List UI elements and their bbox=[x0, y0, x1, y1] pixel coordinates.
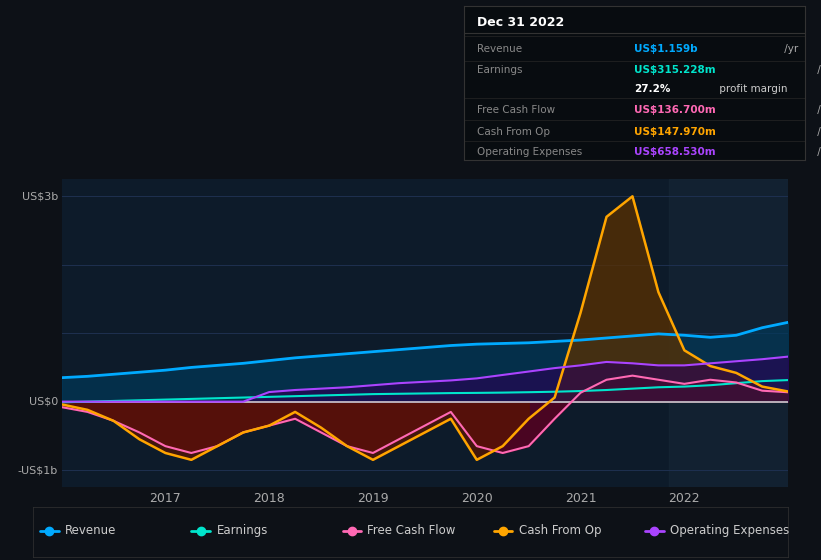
Text: Revenue: Revenue bbox=[478, 44, 523, 54]
Text: /yr: /yr bbox=[814, 66, 821, 75]
Text: Cash From Op: Cash From Op bbox=[478, 127, 551, 137]
Bar bbox=[669, 179, 788, 487]
Text: Operating Expenses: Operating Expenses bbox=[478, 147, 583, 157]
Text: US$147.970m: US$147.970m bbox=[635, 127, 716, 137]
Text: Dec 31 2022: Dec 31 2022 bbox=[478, 16, 565, 29]
Text: Earnings: Earnings bbox=[217, 525, 268, 538]
Text: US$1.159b: US$1.159b bbox=[635, 44, 698, 54]
Text: US$3b: US$3b bbox=[21, 192, 58, 201]
Text: US$0: US$0 bbox=[29, 396, 58, 407]
Text: Revenue: Revenue bbox=[66, 525, 117, 538]
Text: /yr: /yr bbox=[814, 147, 821, 157]
Text: US$658.530m: US$658.530m bbox=[635, 147, 716, 157]
Text: /yr: /yr bbox=[814, 105, 821, 115]
Text: US$315.228m: US$315.228m bbox=[635, 66, 716, 75]
Text: -US$1b: -US$1b bbox=[18, 465, 58, 475]
Text: Free Cash Flow: Free Cash Flow bbox=[368, 525, 456, 538]
Text: Operating Expenses: Operating Expenses bbox=[670, 525, 789, 538]
Text: Free Cash Flow: Free Cash Flow bbox=[478, 105, 556, 115]
Text: Cash From Op: Cash From Op bbox=[519, 525, 601, 538]
Text: 27.2%: 27.2% bbox=[635, 84, 671, 94]
Text: /yr: /yr bbox=[814, 127, 821, 137]
Text: profit margin: profit margin bbox=[716, 84, 787, 94]
Text: US$136.700m: US$136.700m bbox=[635, 105, 716, 115]
Text: Earnings: Earnings bbox=[478, 66, 523, 75]
Text: /yr: /yr bbox=[782, 44, 799, 54]
